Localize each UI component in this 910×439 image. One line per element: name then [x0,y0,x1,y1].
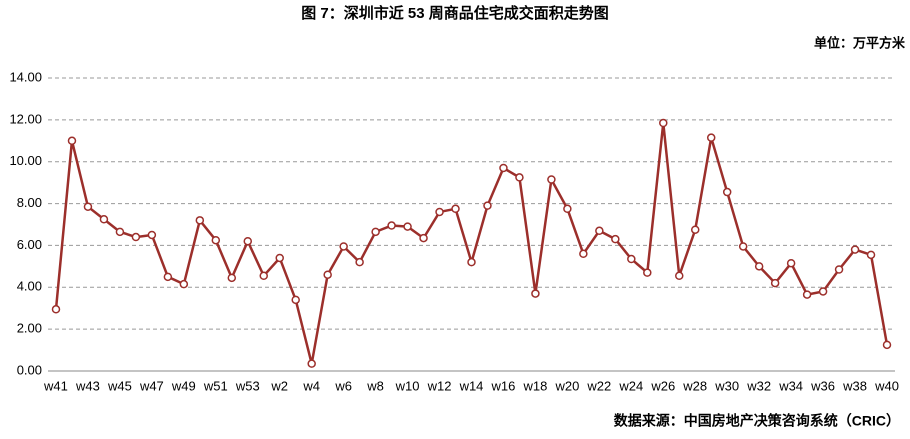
marker [371,227,380,237]
marker [866,250,876,260]
x-tick-label: w51 [203,378,228,393]
x-tick-label: w26 [650,378,675,393]
marker [83,202,93,211]
x-tick-label: w14 [459,378,484,393]
x-tick-label: w32 [746,378,771,393]
x-tick-label: w2 [270,378,288,393]
marker [595,226,604,236]
y-tick-label: 2.00 [17,321,42,336]
marker [291,295,300,305]
x-tick-label: w34 [778,378,803,393]
x-tick-label: w12 [427,378,452,393]
marker [115,227,125,237]
x-tick-label: w47 [139,378,164,393]
x-tick-label: w36 [810,378,835,393]
y-tick-label: 10.00 [9,153,42,168]
x-tick-label: w22 [586,378,611,393]
marker [690,225,700,234]
marker [611,234,620,244]
line [54,122,889,364]
marker [675,271,684,281]
marker [483,201,492,210]
x-tick-label: w53 [235,378,260,393]
x-tick-label: w8 [366,378,384,393]
y-tick-label: 4.00 [17,279,42,294]
marker [419,233,428,243]
source-note: 数据来源：中国房地产决策咨询系统（CRIC） [614,413,900,429]
x-tick-label: w49 [171,378,196,393]
marker [834,265,844,274]
marker [403,222,412,231]
marker [355,257,364,267]
x-tick-label: w38 [842,378,867,393]
marker [243,236,253,246]
marker [147,230,157,240]
marker [770,278,780,288]
chart-title: 图 7：深圳市近 53 周商品住宅成交面积走势图 [301,4,609,22]
marker [531,289,540,298]
x-tick-label: w30 [714,378,739,393]
marker [786,258,796,268]
x-tick-label: w41 [43,378,68,393]
marker [802,290,812,299]
marker [259,271,268,281]
marker [451,204,460,214]
marker [579,249,588,259]
marker [99,215,109,224]
marker [131,232,141,242]
x-tick-label: w4 [302,378,320,393]
marker [627,254,636,264]
marker [467,257,476,267]
marker [563,204,572,214]
x-tick-label: w40 [874,378,899,393]
marker [67,136,77,146]
marker [659,118,668,128]
marker [387,221,396,230]
marker [195,216,205,225]
marker [307,359,316,368]
marker [738,242,748,251]
unit-label: 单位：万平方米 [814,35,906,50]
y-tick-label: 8.00 [17,195,42,210]
y-tick-label: 12.00 [9,111,42,126]
x-tick-label: w10 [395,378,420,393]
x-tick-label: w18 [522,378,547,393]
x-tick-label: w28 [682,378,707,393]
y-tick-label: 6.00 [17,237,42,252]
marker [850,245,860,254]
marker [163,272,173,282]
x-tick-label: w16 [491,378,516,393]
marker [51,305,61,314]
marker [547,175,556,184]
y-tick-label: 0.00 [17,362,42,377]
x-tick-label: w43 [75,378,100,393]
marker [275,253,284,263]
marker [323,270,332,279]
marker [211,235,221,245]
marker [754,262,764,271]
marker [435,207,444,217]
marker [818,287,828,296]
x-tick-label: w45 [107,378,132,393]
marker [643,268,652,277]
marker [179,279,189,289]
marker [882,340,892,350]
x-tick-label: w24 [618,378,643,393]
marker [706,133,716,142]
x-tick-label: w20 [554,378,579,393]
marker [499,163,508,173]
x-tick-label: w6 [334,378,352,393]
marker [339,242,348,251]
marker [722,187,732,197]
y-tick-label: 14.00 [9,69,42,84]
marker [227,273,237,283]
marker [515,173,524,182]
